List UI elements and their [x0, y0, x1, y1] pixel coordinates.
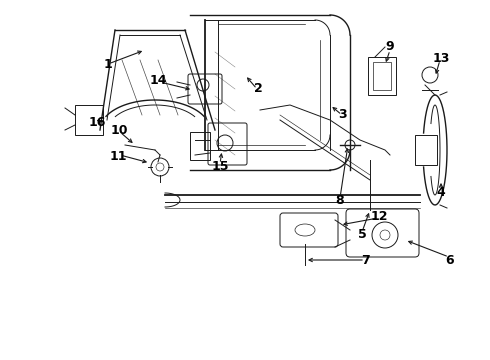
Text: 3: 3	[338, 108, 346, 122]
Text: 2: 2	[254, 81, 262, 94]
Text: 13: 13	[432, 53, 450, 66]
Bar	[373, 62, 391, 90]
Text: 4: 4	[437, 185, 445, 198]
Text: 15: 15	[211, 159, 229, 172]
Bar	[415, 135, 437, 165]
Bar	[190, 132, 210, 160]
Text: 9: 9	[386, 40, 394, 54]
Text: 7: 7	[361, 253, 369, 266]
Text: 8: 8	[336, 194, 344, 207]
Bar	[368, 57, 396, 95]
Text: 10: 10	[110, 125, 128, 138]
Text: 16: 16	[88, 117, 106, 130]
Text: 1: 1	[103, 58, 112, 71]
Text: 5: 5	[358, 229, 367, 242]
Text: 11: 11	[109, 149, 127, 162]
Text: 14: 14	[149, 75, 167, 87]
Bar	[75, 105, 103, 135]
Text: 12: 12	[370, 211, 388, 224]
Text: 6: 6	[446, 253, 454, 266]
